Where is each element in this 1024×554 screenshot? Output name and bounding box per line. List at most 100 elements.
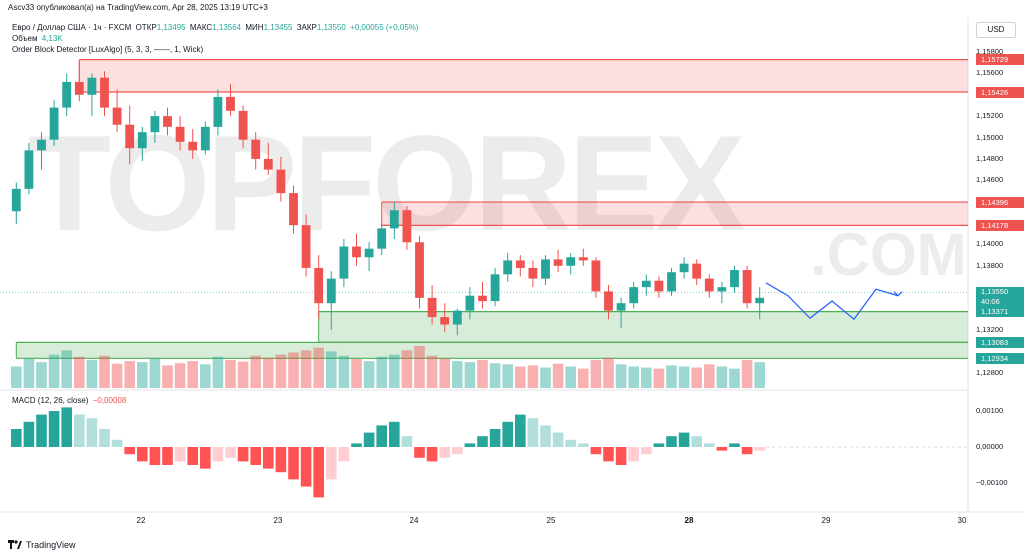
volume-bar bbox=[426, 355, 438, 388]
candle-body bbox=[175, 126, 185, 142]
volume-value: 4,13K bbox=[41, 34, 63, 43]
high-label: МАКС bbox=[189, 23, 213, 32]
price-tag: 1,13083 bbox=[976, 336, 1024, 348]
price-axis-label: 1,15000 bbox=[976, 132, 1004, 142]
volume-bar bbox=[565, 366, 576, 388]
candle-body bbox=[137, 132, 147, 149]
candle-body bbox=[755, 297, 765, 304]
low-value: 1,13455 bbox=[263, 23, 293, 32]
macd-histogram-bar bbox=[74, 414, 85, 447]
macd-histogram-bar bbox=[111, 439, 123, 447]
macd-histogram-bar bbox=[99, 429, 110, 447]
time-axis-label: 24 bbox=[409, 516, 419, 525]
volume-bar bbox=[200, 364, 211, 388]
volume-bar bbox=[124, 361, 135, 388]
currency-button[interactable]: USD bbox=[976, 22, 1016, 38]
volume-bar bbox=[502, 364, 513, 388]
low-label: МИН bbox=[245, 23, 264, 32]
macd-legend[interactable]: MACD (12, 26, close) −0,00008 bbox=[12, 395, 126, 406]
macd-axis-label: 0,00100 bbox=[976, 406, 1004, 415]
candle-body bbox=[553, 259, 563, 266]
volume-bar bbox=[187, 361, 198, 388]
macd-histogram-bar bbox=[515, 414, 526, 447]
candle-body bbox=[452, 310, 462, 325]
candle-body bbox=[402, 210, 412, 243]
volume-bar bbox=[678, 366, 690, 388]
macd-histogram-bar bbox=[489, 429, 501, 447]
price-axis-label: 1,13800 bbox=[976, 260, 1004, 270]
price-tag-label: 1,15426 bbox=[981, 87, 1009, 97]
macd-histogram-bar bbox=[137, 447, 148, 462]
volume-bar bbox=[61, 350, 72, 388]
macd-histogram-bar bbox=[653, 443, 665, 447]
macd-histogram-bar bbox=[464, 443, 476, 447]
price-tag-label: 1,15729 bbox=[981, 55, 1009, 65]
volume-bar bbox=[23, 358, 35, 388]
macd-histogram-bar bbox=[590, 447, 602, 455]
volume-bar bbox=[48, 354, 60, 388]
candle-body bbox=[389, 210, 399, 229]
volume-legend[interactable]: Объем 4,13K bbox=[12, 33, 63, 44]
volume-bar bbox=[162, 365, 173, 388]
volume-bar bbox=[691, 367, 702, 388]
indicator-legend[interactable]: Order Block Detector [LuxAlgo] (5, 3, 3,… bbox=[12, 44, 203, 55]
price-tag-label: 1,14178 bbox=[981, 220, 1009, 230]
volume-label: Объем bbox=[12, 34, 38, 43]
order-block-zone bbox=[381, 202, 968, 226]
macd-histogram-bar bbox=[61, 407, 72, 447]
order-block-zone bbox=[79, 59, 969, 93]
candle-body bbox=[326, 278, 336, 304]
candle-body bbox=[226, 96, 235, 111]
volume-bar bbox=[414, 346, 425, 388]
macd-histogram-bar bbox=[86, 418, 98, 447]
macd-histogram-bar bbox=[401, 436, 413, 447]
candle-body bbox=[364, 248, 374, 258]
candle-body bbox=[62, 81, 72, 108]
macd-histogram-bar bbox=[565, 439, 576, 447]
macd-histogram-bar bbox=[250, 447, 261, 465]
macd-histogram-bar bbox=[754, 447, 765, 451]
macd-histogram-bar bbox=[313, 447, 324, 498]
macd-histogram-bar bbox=[628, 447, 639, 462]
tradingview-brand[interactable]: TradingView bbox=[8, 540, 76, 550]
candle-body bbox=[188, 141, 198, 151]
price-tag: 1,13371 bbox=[976, 306, 1024, 318]
price-axis-label: 1,15200 bbox=[976, 111, 1004, 121]
candle-body bbox=[440, 317, 450, 325]
candle-body bbox=[415, 242, 424, 298]
change-value: +0,00055 (+0,05%) bbox=[350, 23, 419, 32]
volume-bar bbox=[111, 363, 123, 388]
candle-body bbox=[616, 303, 626, 311]
macd-histogram-bar bbox=[603, 447, 614, 462]
volume-bar bbox=[666, 365, 677, 388]
volume-bar bbox=[603, 357, 614, 388]
price-tag-label: 1,13550 bbox=[981, 287, 1009, 296]
candle-body bbox=[251, 139, 261, 159]
candle-body bbox=[352, 246, 361, 258]
volume-bar bbox=[149, 358, 161, 388]
symbol-title[interactable]: Евро / Доллар США · 1ч · FXCM bbox=[12, 23, 132, 32]
candle-body bbox=[200, 126, 210, 151]
price-tag: 1,15729 bbox=[976, 54, 1024, 66]
macd-histogram-bar bbox=[389, 421, 400, 447]
macd-histogram-bar bbox=[452, 447, 463, 455]
volume-bar bbox=[653, 368, 665, 388]
volume-bar bbox=[275, 354, 287, 388]
candle-body bbox=[679, 263, 689, 273]
candle-body bbox=[730, 270, 739, 288]
candle-body bbox=[629, 287, 639, 304]
macd-histogram-bar bbox=[200, 447, 211, 469]
volume-bar bbox=[99, 355, 110, 388]
candle-body bbox=[641, 280, 651, 288]
volume-bar bbox=[237, 361, 249, 388]
volume-bar bbox=[174, 363, 186, 388]
volume-bar bbox=[641, 367, 652, 388]
price-axis-label: 1,15600 bbox=[976, 68, 1004, 78]
candle-body bbox=[163, 116, 172, 127]
volume-bar bbox=[401, 350, 413, 388]
macd-histogram-bar bbox=[540, 425, 551, 447]
volume-bar bbox=[439, 358, 450, 388]
volume-bar bbox=[754, 362, 765, 388]
macd-histogram-bar bbox=[615, 447, 627, 465]
